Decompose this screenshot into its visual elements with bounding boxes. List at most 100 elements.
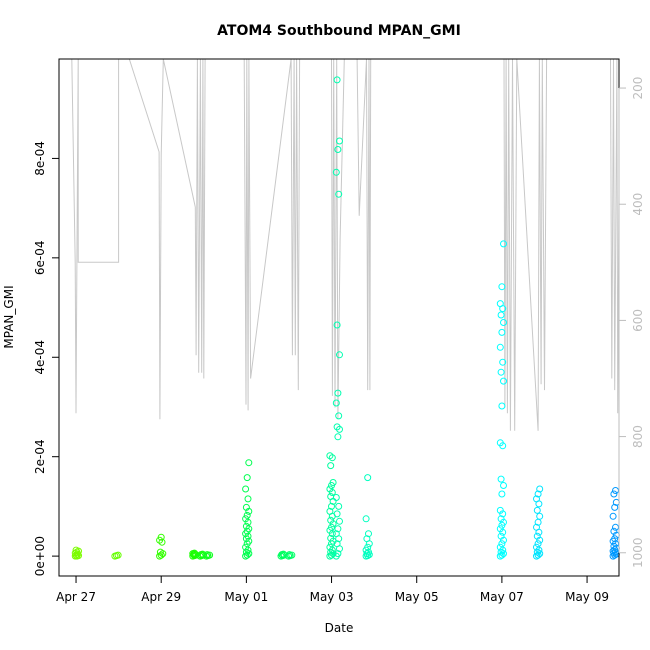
data-point	[156, 548, 164, 556]
data-point	[498, 540, 506, 548]
data-point	[243, 511, 251, 519]
data-point	[497, 532, 505, 540]
data-point	[612, 487, 619, 494]
data-point	[497, 368, 505, 376]
data-point	[336, 351, 343, 359]
data-point	[609, 512, 617, 520]
data-point	[335, 502, 343, 510]
data-point	[498, 490, 506, 498]
point-cluster	[285, 551, 296, 560]
data-point	[333, 423, 341, 431]
data-point	[333, 321, 341, 329]
data-point	[326, 452, 334, 460]
x-tick-label: May 01	[224, 590, 268, 604]
point-cluster	[156, 533, 167, 560]
pressure-profile-layer	[71, 58, 620, 431]
data-point	[533, 523, 540, 531]
pressure-tick-label: 200	[631, 77, 645, 100]
data-point	[365, 530, 372, 538]
data-point	[498, 402, 506, 410]
data-point	[536, 485, 544, 493]
data-point	[496, 525, 504, 533]
data-point	[533, 543, 540, 551]
y-tick-label: 8e-04	[33, 141, 47, 176]
data-point	[496, 300, 504, 308]
data-point	[533, 548, 541, 556]
data-point	[242, 543, 250, 551]
data-point	[334, 433, 342, 441]
data-point	[327, 516, 335, 524]
data-point	[244, 518, 252, 526]
data-point	[612, 523, 619, 531]
data-point	[334, 389, 342, 397]
y-tick-label: 6e-04	[33, 241, 47, 276]
data-point	[243, 551, 251, 559]
pressure-profile-line	[71, 58, 620, 431]
data-point	[496, 543, 504, 551]
y-axis-label: MPAN_GMI	[2, 285, 16, 348]
data-point	[496, 439, 504, 447]
point-cluster	[609, 487, 620, 560]
data-point	[533, 495, 540, 503]
x-tick-label: Apr 27	[56, 590, 96, 604]
data-point	[328, 489, 336, 496]
data-point	[242, 548, 250, 556]
point-cluster	[71, 546, 82, 560]
data-point	[333, 540, 341, 548]
point-cluster	[242, 459, 253, 560]
data-point	[242, 485, 250, 493]
point-cluster	[332, 76, 343, 560]
point-cluster	[202, 551, 214, 560]
data-point	[334, 146, 342, 153]
data-point	[499, 528, 507, 536]
data-point	[364, 474, 372, 482]
pressure-tick-label: 600	[631, 309, 645, 332]
data-point	[333, 510, 341, 518]
data-point	[497, 311, 505, 319]
data-point	[333, 76, 341, 84]
pressure-tick-label: 1000	[631, 537, 645, 568]
data-point	[497, 475, 505, 483]
data-point	[498, 328, 506, 336]
data-point	[242, 515, 250, 523]
data-point	[499, 358, 507, 366]
data-point	[328, 502, 335, 510]
data-point	[499, 510, 507, 518]
y-tick-label: 2e-04	[33, 439, 47, 474]
x-tick-label: May 03	[310, 590, 354, 604]
data-point	[335, 412, 343, 420]
data-point	[336, 517, 343, 525]
data-point	[334, 550, 342, 558]
data-point	[610, 527, 618, 535]
data-point	[362, 515, 370, 523]
data-point	[500, 240, 507, 248]
data-point	[498, 551, 506, 559]
data-point	[611, 535, 619, 543]
data-point	[332, 399, 340, 407]
data-point	[497, 515, 505, 523]
data-point	[334, 525, 342, 533]
data-point	[203, 551, 211, 559]
data-point	[364, 543, 372, 551]
data-point	[190, 549, 198, 557]
data-point	[500, 482, 507, 489]
data-point	[536, 512, 544, 520]
data-point	[611, 503, 619, 511]
data-point	[244, 495, 252, 503]
data-point	[534, 490, 542, 498]
data-point	[114, 551, 122, 559]
data-point	[332, 168, 340, 176]
data-point	[242, 522, 250, 530]
y-tick-label: 0e+00	[33, 536, 47, 576]
point-cluster	[326, 452, 337, 560]
x-tick-label: May 09	[565, 590, 609, 604]
data-point	[363, 535, 371, 543]
data-point	[500, 518, 507, 526]
data-point	[500, 377, 507, 385]
data-point	[326, 543, 334, 551]
data-point	[332, 530, 340, 538]
data-point	[329, 479, 337, 486]
data-point	[326, 507, 334, 515]
data-point	[336, 137, 343, 145]
